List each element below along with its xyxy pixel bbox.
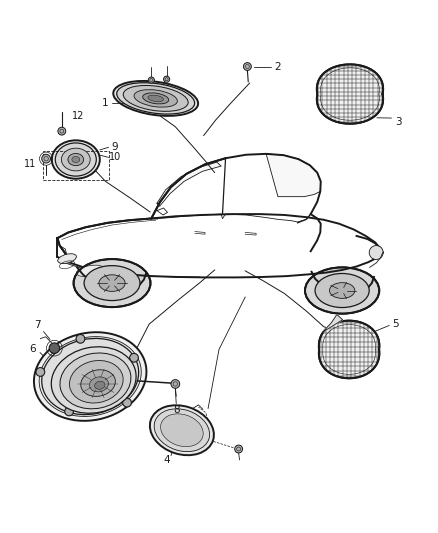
Ellipse shape [150,405,214,455]
Ellipse shape [161,414,203,447]
Circle shape [58,127,66,135]
Circle shape [76,335,85,343]
Ellipse shape [61,148,90,171]
Text: 4: 4 [163,455,170,465]
Polygon shape [266,154,321,197]
Text: 2: 2 [275,61,281,71]
Text: 1: 1 [102,98,109,108]
Circle shape [123,398,131,407]
Circle shape [148,77,154,83]
Ellipse shape [134,90,177,107]
Ellipse shape [68,154,84,166]
Ellipse shape [70,360,123,403]
Ellipse shape [113,81,198,116]
Ellipse shape [84,265,140,301]
Circle shape [36,368,45,376]
Ellipse shape [55,143,96,176]
Text: 7: 7 [34,320,40,330]
Circle shape [49,343,60,353]
Circle shape [65,407,74,416]
Text: 6: 6 [29,344,36,354]
Ellipse shape [154,409,210,451]
Ellipse shape [99,275,125,292]
Text: 3: 3 [395,117,401,126]
Text: 8: 8 [173,405,180,415]
Text: 11: 11 [24,159,36,169]
Ellipse shape [58,254,76,263]
Circle shape [171,379,180,389]
Ellipse shape [148,95,163,102]
Text: 5: 5 [392,319,399,329]
Text: 10: 10 [109,152,121,163]
Polygon shape [319,321,379,378]
Circle shape [130,353,138,362]
Ellipse shape [51,347,136,413]
Ellipse shape [89,377,109,392]
Circle shape [163,76,170,82]
Circle shape [369,246,383,260]
Ellipse shape [52,140,100,179]
Ellipse shape [315,273,369,308]
Polygon shape [317,64,383,124]
Polygon shape [157,162,221,206]
Ellipse shape [123,85,188,111]
Ellipse shape [74,259,150,307]
Ellipse shape [72,157,80,163]
Ellipse shape [81,370,115,397]
Ellipse shape [143,93,169,104]
Ellipse shape [34,332,146,421]
Circle shape [235,445,243,453]
Text: 9: 9 [112,142,118,152]
Ellipse shape [329,282,355,298]
Ellipse shape [305,268,379,313]
Ellipse shape [95,381,105,389]
Polygon shape [323,314,343,332]
Ellipse shape [60,353,131,409]
Circle shape [42,154,50,163]
Text: 12: 12 [72,111,84,121]
Ellipse shape [42,338,139,415]
Ellipse shape [95,268,117,277]
Circle shape [244,62,251,70]
Ellipse shape [39,337,141,416]
Ellipse shape [117,83,194,114]
Ellipse shape [76,265,104,277]
Polygon shape [57,214,383,277]
